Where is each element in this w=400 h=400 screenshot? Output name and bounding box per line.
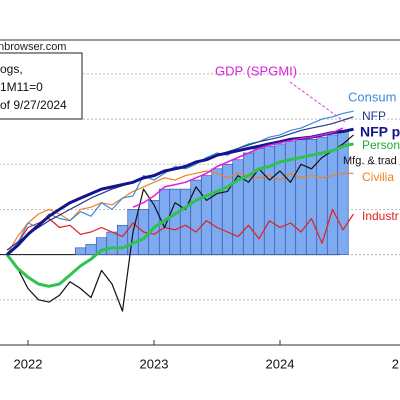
source-note: nbrowser.com: [0, 41, 66, 53]
bar: [263, 145, 276, 255]
series-line: [5, 142, 354, 288]
bar: [242, 152, 255, 255]
note-line: of 9/27/2024: [0, 98, 67, 112]
bar: [74, 247, 87, 255]
x-tick-label: 2023: [140, 356, 169, 371]
series-line: [6, 134, 354, 312]
series-label: Industr: [362, 209, 399, 223]
series-line: [6, 170, 354, 255]
x-tick-label: 2024: [266, 356, 295, 371]
note-box: [0, 52, 83, 120]
bar: [211, 168, 223, 255]
bar: [85, 244, 97, 255]
series-label: Consum: [348, 89, 396, 104]
gdp-pointer: [289, 81, 346, 123]
note-line: 1M11=0: [0, 80, 43, 94]
series-label: Mfg. & trad: [343, 155, 397, 167]
series-line: [6, 208, 354, 256]
series-label: Person: [362, 138, 400, 152]
series-line: [132, 127, 344, 208]
series-label: Civilia: [362, 170, 394, 184]
series-label: NFP p: [360, 124, 400, 140]
bar: [179, 188, 192, 255]
bar: [116, 224, 129, 255]
bar: [169, 188, 181, 255]
x-tick-label: 2: [392, 356, 399, 371]
x-tick-label: 2022: [14, 356, 43, 371]
note-line: ogs,: [0, 62, 23, 76]
plot-frame: [0, 39, 400, 346]
bar: [200, 175, 213, 255]
series-label: NFP: [362, 109, 386, 123]
series-label: GDP (SPGMI): [215, 63, 297, 78]
bar: [106, 231, 118, 255]
